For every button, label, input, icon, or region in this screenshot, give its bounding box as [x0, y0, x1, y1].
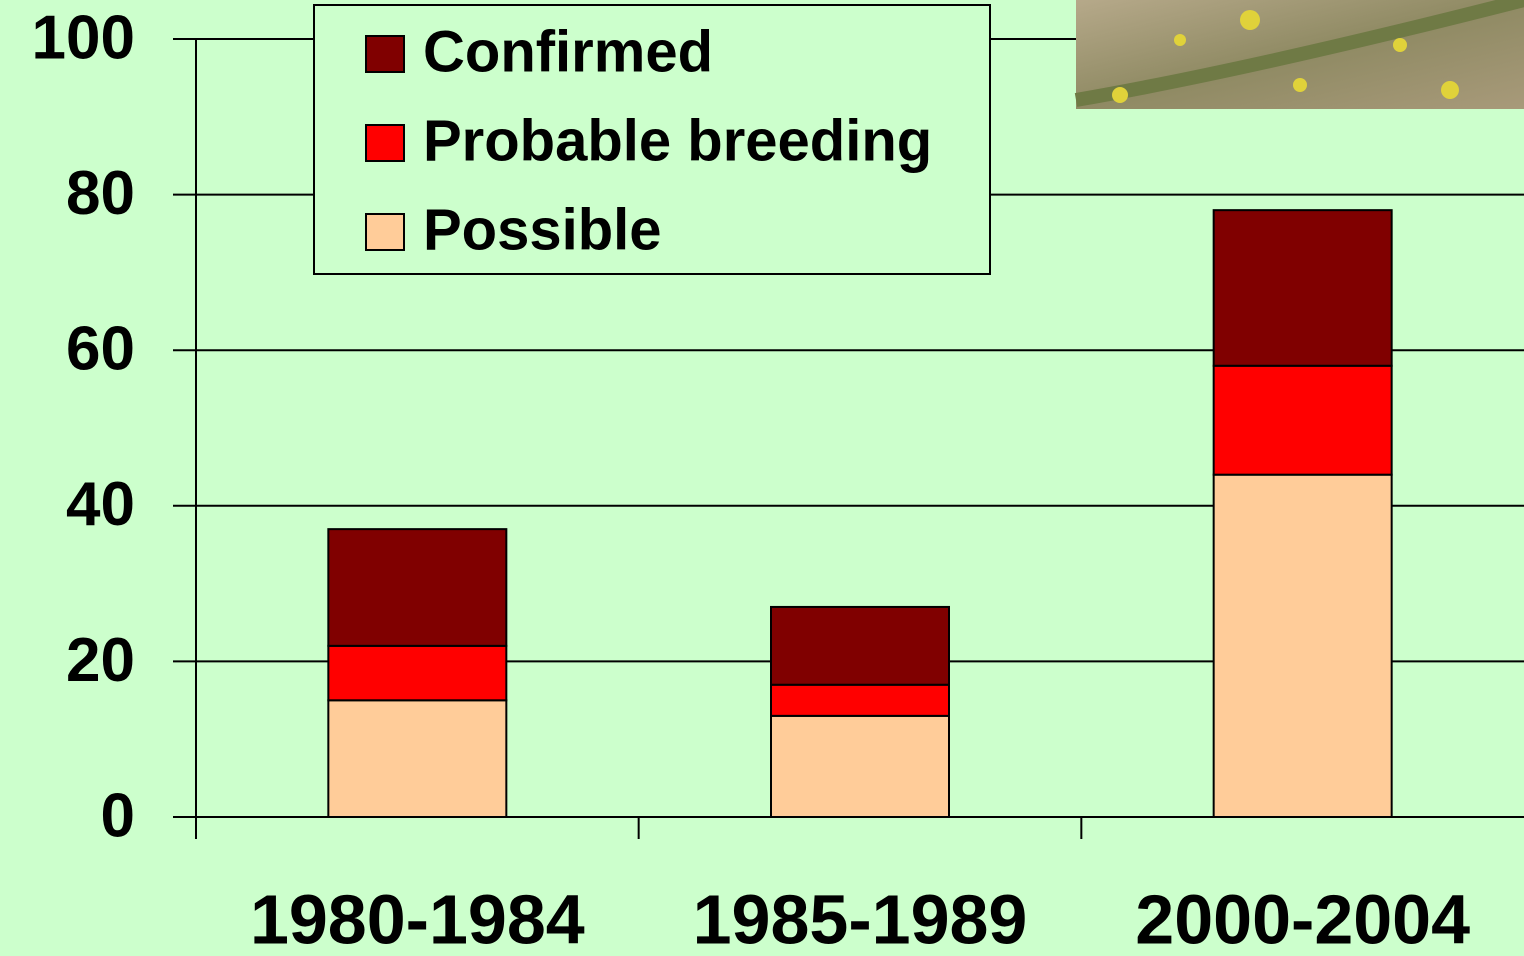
- y-tick-label: 0: [101, 781, 135, 850]
- x-tick-label: 1985-1989: [693, 880, 1028, 956]
- legend-swatch: [365, 35, 405, 73]
- legend-label: Confirmed: [423, 19, 713, 84]
- bar-segment: [1212, 209, 1393, 367]
- photo: [1074, 0, 1524, 109]
- legend-swatch: [365, 124, 405, 162]
- legend-box: [313, 4, 991, 275]
- legend-label: Probable breeding: [423, 108, 932, 173]
- y-tick-label: 100: [32, 3, 135, 72]
- bar-segment: [327, 528, 508, 647]
- y-tick-label: 40: [66, 470, 135, 539]
- y-tick-label: 80: [66, 159, 135, 228]
- legend-label: Possible: [423, 197, 662, 262]
- bar-segment: [1212, 364, 1393, 476]
- legend-swatch: [365, 213, 405, 251]
- y-tick-label: 60: [66, 315, 135, 384]
- x-tick-label: 2000-2004: [1135, 880, 1470, 956]
- legend: Possible Probable breeding Confirmed: [313, 4, 991, 275]
- bar-segment: [770, 714, 950, 818]
- bar-segment: [770, 683, 950, 717]
- bar-segment: [770, 605, 950, 686]
- bar-segment: [1212, 473, 1393, 818]
- bar-segment: [327, 644, 508, 702]
- bar-segment: [327, 699, 508, 818]
- y-tick-label: 20: [66, 626, 135, 695]
- x-tick-label: 1980-1984: [250, 880, 585, 956]
